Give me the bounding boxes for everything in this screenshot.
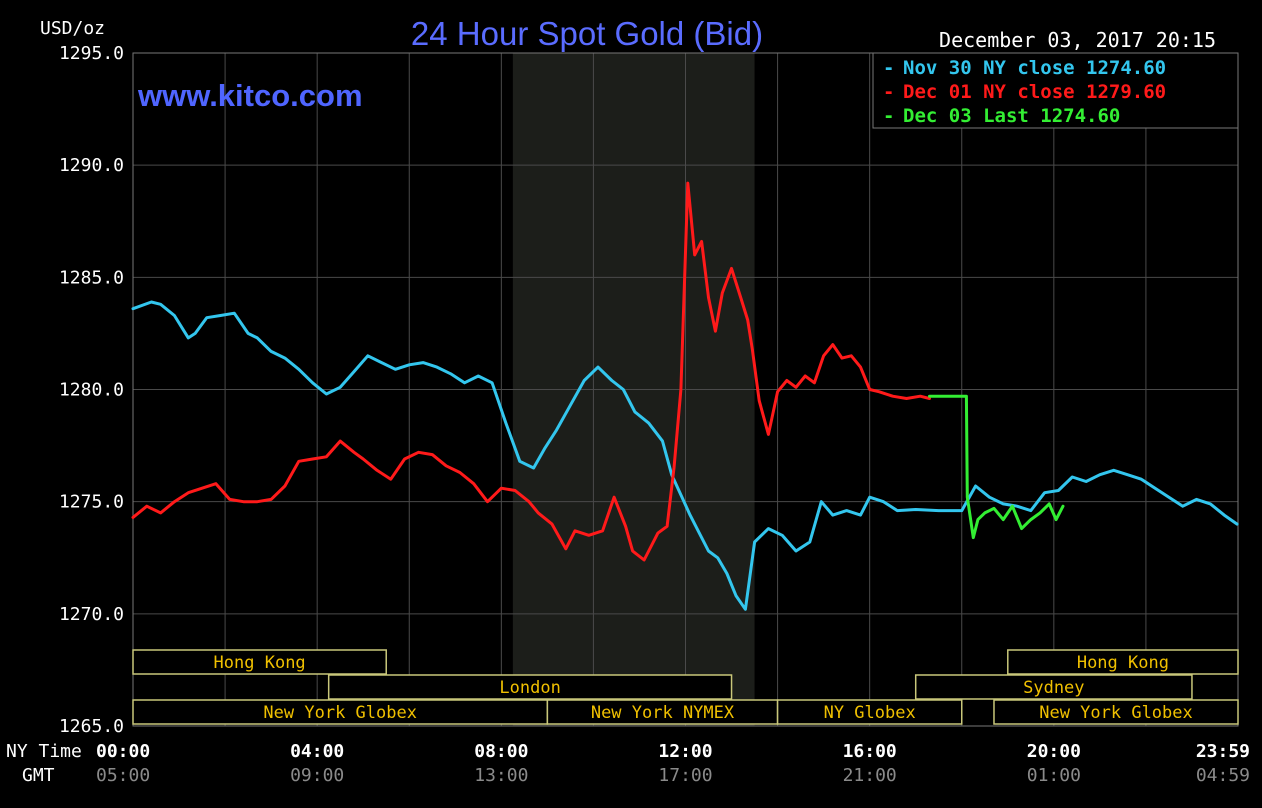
legend-entry: Nov 30 NY close 1274.60 <box>903 57 1166 79</box>
legend: - Nov 30 NY close 1274.60- Dec 01 NY close… <box>872 52 1239 129</box>
x-tick-label: 20:00 <box>1027 741 1081 762</box>
watermark: www.kitco.com <box>137 78 363 113</box>
x2-tick-label: 13:00 <box>474 765 528 786</box>
legend-entry: Dec 01 NY close 1279.60 <box>903 81 1166 103</box>
market-bar <box>776 699 963 725</box>
market-bar-label: New York NYMEX <box>591 703 735 723</box>
y-tick-label: 1280.0 <box>59 380 124 401</box>
market-bar <box>993 699 1239 725</box>
x2-tick-label: 05:00 <box>96 765 150 786</box>
date-label: December 03, 2017 20:15 <box>939 28 1216 52</box>
plot-border <box>132 52 1239 727</box>
y-tick-labels: 1295.0 1290.0 1285.0 1280.0 1275.0 1270.0 1265… <box>59 43 124 737</box>
market-bar <box>1007 649 1239 675</box>
legend-dash: - <box>883 81 894 103</box>
x2-tick-label: 04:59 <box>1196 765 1250 786</box>
series-lines <box>131 181 1239 611</box>
x-tick-label: 08:00 <box>474 741 528 762</box>
market-bar-label: Hong Kong <box>214 653 306 673</box>
y-tick-label: 1265.0 <box>59 716 124 737</box>
x-tick-label: 12:00 <box>658 741 712 762</box>
legend-box <box>872 52 1239 129</box>
legend-entry: Dec 03 Last 1274.60 <box>903 105 1120 127</box>
market-bar <box>327 674 733 700</box>
market-bar <box>132 649 387 675</box>
y-tick-label: 1285.0 <box>59 267 124 288</box>
series-line-dec-03 <box>928 394 1065 540</box>
x-tick-labels: 00:00 05:00 04:00 09:00 08:00 13:00 12:00 17:00… <box>96 741 1250 786</box>
y-tick-label: 1270.0 <box>59 604 124 625</box>
x2-tick-label: 17:00 <box>658 765 712 786</box>
market-bar <box>546 699 779 725</box>
market-bar-label: New York Globex <box>1039 703 1193 723</box>
market-bar-label: Hong Kong <box>1077 653 1169 673</box>
market-bar-label: NY Globex <box>824 703 916 723</box>
x-tick-label: 00:00 <box>96 741 150 762</box>
market-bar-label: Sydney <box>1023 678 1084 698</box>
market-session-bars: Hong Kong London New York Globex New York N… <box>132 649 1239 725</box>
market-bar-label: London <box>499 678 560 698</box>
series-line-dec-01 <box>131 181 931 562</box>
x2-tick-label: 09:00 <box>290 765 344 786</box>
market-bar <box>914 674 1193 700</box>
x-tick-label: 04:00 <box>290 741 344 762</box>
x-tick-label: 23:59 <box>1196 741 1250 762</box>
series-line-nov-30 <box>131 300 1239 611</box>
market-bar-label: New York Globex <box>263 703 417 723</box>
legend-dash: - <box>883 57 894 79</box>
y-axis-label: USD/oz <box>40 18 105 39</box>
y-tick-label: 1275.0 <box>59 492 124 513</box>
x2-tick-label: 01:00 <box>1027 765 1081 786</box>
legend-dash: - <box>883 105 894 127</box>
y-tick-label: 1290.0 <box>59 155 124 176</box>
chart-title: 24 Hour Spot Gold (Bid) <box>411 15 763 52</box>
x2-axis-label: GMT <box>22 765 55 786</box>
x2-tick-label: 21:00 <box>843 765 897 786</box>
x-axis-label: NY Time <box>6 741 82 762</box>
y-tick-label: 1295.0 <box>59 43 124 64</box>
x-tick-label: 16:00 <box>843 741 897 762</box>
